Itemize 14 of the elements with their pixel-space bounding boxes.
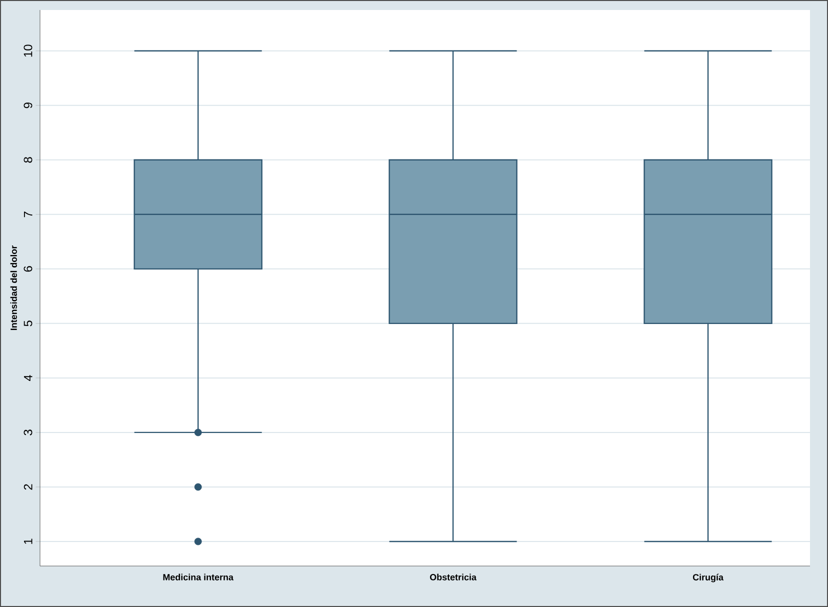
x-tick-label: Medicina interna <box>163 574 234 580</box>
x-tick-label: Cirugía <box>692 574 724 582</box>
y-tick-label: 8 <box>24 157 32 163</box>
y-tick-label: 9 <box>24 102 32 108</box>
x-tick-label: Obstetricia <box>430 574 477 580</box>
y-tick-label: 2 <box>24 484 32 490</box>
y-tick-label: 5 <box>24 320 32 326</box>
y-tick-label: 6 <box>24 266 32 272</box>
y-tick-label: 4 <box>24 374 32 381</box>
y-tick-label: 1 <box>24 538 32 544</box>
y-axis-title: Intensidad del dolor <box>10 246 17 330</box>
y-tick-label: 3 <box>24 430 32 436</box>
y-tick-label: 7 <box>24 212 32 218</box>
y-tick-label: 10 <box>24 44 32 57</box>
